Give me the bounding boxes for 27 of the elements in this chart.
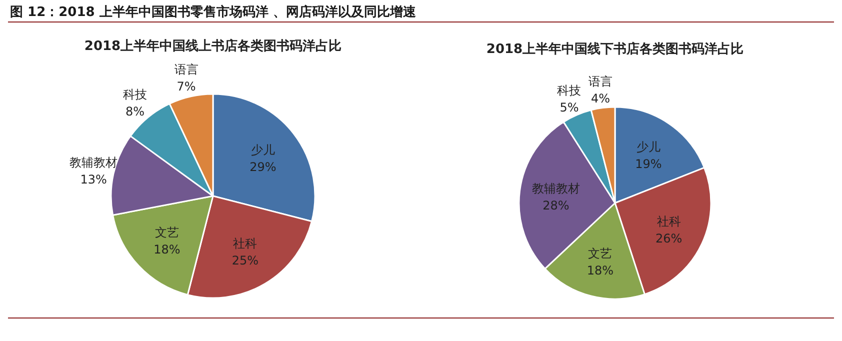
slice-label: 文艺 [588, 246, 612, 261]
data-label: 13% [80, 172, 107, 186]
slice-label: 科技 [122, 88, 147, 102]
data-label: 8% [125, 104, 145, 119]
data-label: 7% [176, 80, 196, 94]
data-label: 28% [542, 198, 570, 213]
slice-label: 语言 [174, 62, 198, 77]
data-label: 4% [591, 92, 610, 106]
slice-label: 科技 [557, 83, 582, 98]
slice-label: 少儿 [250, 143, 275, 158]
slice-label: 社科 [233, 236, 258, 250]
data-label: 29% [250, 160, 276, 174]
slice-label: 文艺 [154, 225, 179, 240]
slice-label: 语言 [588, 74, 613, 89]
slice-label: 教辅教材 [70, 155, 118, 170]
slice-label: 社科 [656, 214, 681, 228]
slice-label: 少儿 [636, 140, 660, 154]
data-label: 18% [154, 242, 180, 256]
data-label: 25% [232, 253, 259, 268]
chart-title: 2018上半年中国线下书店各类图书码洋占比 [486, 41, 744, 57]
data-label: 18% [586, 264, 614, 278]
caption: 图 12：2018 上半年中国图书零售市场码洋 、网店码洋以及同比增速 [10, 4, 417, 20]
chart-title: 2018上半年中国线上书店各类图书码洋占比 [84, 38, 342, 54]
data-label: 26% [656, 231, 682, 246]
slice-label: 教辅教材 [532, 182, 580, 196]
data-label: 5% [560, 100, 579, 114]
data-label: 19% [635, 156, 662, 171]
